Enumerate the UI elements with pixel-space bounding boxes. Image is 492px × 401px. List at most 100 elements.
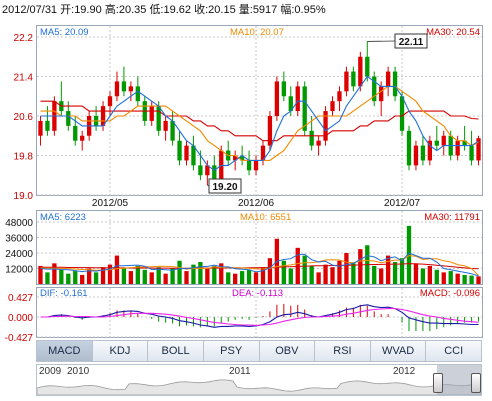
candle-up (358, 56, 363, 87)
navigator-sparkline (37, 379, 481, 395)
candle-down (434, 140, 439, 146)
x-axis-month-label: 2012/05 (92, 198, 129, 209)
navigator-right-handle[interactable] (471, 373, 481, 393)
candle-down (73, 125, 78, 141)
volume-bar (184, 271, 189, 284)
candle-up (316, 140, 321, 146)
navigator-area (37, 379, 481, 395)
candle-down (372, 76, 377, 102)
macd-value-label: MACD: -0.096 (420, 288, 480, 299)
candle-up (379, 86, 384, 102)
tab-wvad[interactable]: WVAD (370, 340, 427, 362)
volume-bar (128, 271, 134, 284)
price-y-tick: 19.8 (14, 152, 34, 163)
candle-down (392, 71, 398, 97)
candle-up (476, 138, 481, 161)
dea-line (40, 308, 479, 326)
volume-bar (434, 269, 439, 284)
tab-kdj[interactable]: KDJ (92, 340, 149, 362)
tab-cci[interactable]: CCI (426, 340, 482, 362)
low-annotation: 19.20 (212, 182, 237, 193)
candle-down (462, 140, 467, 146)
volume-bar (358, 249, 363, 284)
volume-bar (267, 258, 273, 284)
candle-down (281, 81, 286, 97)
candle-up (100, 106, 106, 126)
volume-bar (337, 260, 342, 284)
price-ma10-label: MA10: 20.07 (230, 27, 284, 38)
volume-ma5-line (40, 252, 479, 277)
candle-down (45, 120, 50, 131)
quote-open: 19.90 (74, 4, 102, 16)
candle-down (365, 56, 370, 77)
candle-up (337, 91, 342, 102)
candle-up (385, 71, 391, 87)
volume-bar (281, 260, 286, 284)
candle-down (177, 140, 182, 161)
price-y-tick: 21.4 (14, 73, 34, 84)
volume-bar (142, 269, 147, 284)
volume-bar (177, 260, 182, 284)
volume-bar (198, 262, 203, 284)
volume-bar (413, 263, 419, 284)
volume-bar (253, 272, 259, 284)
tab-boll[interactable]: BOLL (148, 340, 204, 362)
macd-layer (40, 303, 480, 332)
quote-low-label: 低: (149, 3, 163, 16)
candle-up (267, 116, 273, 146)
volume-bar (80, 274, 85, 284)
candle-up (149, 106, 154, 121)
candle-up (38, 120, 43, 136)
x-axis-month-label: 2012/07 (384, 198, 421, 209)
low-annotation-leader (207, 184, 210, 187)
volume-bar (406, 225, 412, 284)
candle-up (80, 135, 85, 141)
volume-bar (372, 265, 377, 284)
candle-up (330, 101, 335, 112)
volume-bar (392, 262, 398, 284)
tab-obv[interactable]: OBV (259, 340, 316, 362)
tab-psy[interactable]: PSY (203, 340, 260, 362)
nav-year-2009: 2009 (39, 366, 62, 377)
price-ma30-label: MA30: 20.54 (426, 27, 480, 38)
volume-bar (226, 272, 231, 284)
volume-bar (212, 265, 217, 284)
nav-year-2012: 2012 (393, 366, 416, 377)
volume-bar (462, 274, 467, 284)
macd-y-tick: 0.427 (8, 293, 33, 304)
quote-change: 0.95% (294, 4, 325, 16)
volume-bar (219, 263, 224, 284)
volume-bar (135, 265, 140, 284)
volume-bar (246, 269, 252, 284)
candle-down (212, 165, 217, 181)
navigator-left-handle[interactable] (433, 373, 443, 393)
volume-bar (170, 268, 175, 284)
volume-bar (476, 276, 481, 284)
high-annotation: 22.11 (399, 37, 424, 48)
volume-bar (441, 272, 446, 284)
time-navigator[interactable]: 2009 2010 2011 2012 (36, 364, 482, 396)
candle-up (205, 165, 210, 176)
volume-y-tick: 36000 (5, 234, 33, 245)
volume-bar (455, 273, 460, 284)
candle-down (288, 96, 293, 112)
candle-down (66, 111, 71, 126)
candle-up (413, 145, 419, 166)
tab-macd[interactable]: MACD (36, 340, 93, 362)
volume-bar (420, 268, 426, 284)
volume-bar (66, 273, 71, 284)
candles-layer (38, 41, 481, 186)
volume-bar (114, 255, 120, 284)
candle-down (135, 86, 140, 102)
candle-down (469, 145, 474, 161)
candle-up (344, 71, 349, 92)
tab-rsi[interactable]: RSI (315, 340, 371, 362)
volume-bar (156, 267, 161, 284)
volume-bar (379, 268, 384, 284)
macd-panel-frame (36, 287, 483, 338)
volume-bar (149, 272, 154, 284)
ma-lines-layer (40, 75, 479, 171)
candle-up (295, 86, 300, 112)
volume-bar (163, 273, 168, 284)
volume-bar (427, 265, 433, 284)
